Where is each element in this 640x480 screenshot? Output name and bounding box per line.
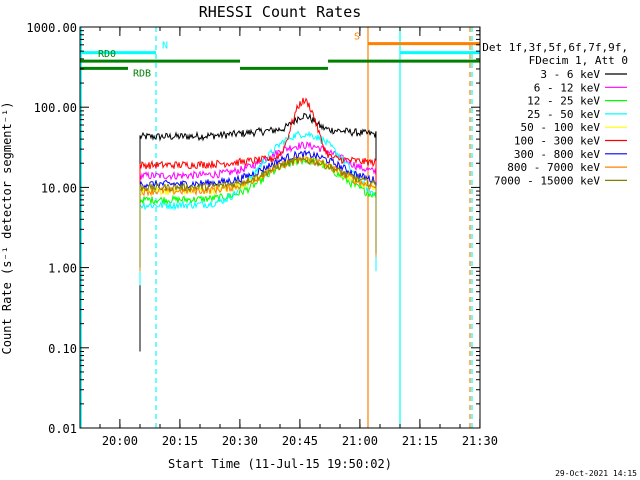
y-tick-label: 10.00 [41, 181, 77, 195]
chart-title: RHESSI Count Rates [199, 3, 362, 21]
legend-label: 50 - 100 keV [521, 121, 601, 134]
legend-header-line-1: Det 1f,3f,5f,6f,7f,9f, [482, 41, 628, 54]
y-tick-label: 1000.00 [26, 21, 77, 35]
x-tick-label: 21:00 [342, 434, 378, 448]
x-tick-label: 20:00 [102, 434, 138, 448]
series-line-3-6-kev [139, 112, 377, 352]
y-tick-label: 0.10 [48, 342, 77, 356]
x-axis-label: Start Time (11-Jul-15 19:50:02) [168, 457, 392, 471]
series-line-300-800-kev [139, 149, 377, 265]
x-tick-label: 20:30 [222, 434, 258, 448]
footer-date: 29-Oct-2021 14:15 [555, 469, 637, 478]
legend-label: 12 - 25 keV [527, 95, 600, 108]
plot-area: N S RD0 RDB [80, 27, 480, 428]
legend-label: 25 - 50 keV [527, 108, 600, 121]
y-tick-label: 100.00 [34, 101, 77, 115]
legend-label: 800 - 7000 keV [507, 161, 600, 174]
x-tick-label: 21:30 [462, 434, 498, 448]
x-tick-label: 20:45 [282, 434, 318, 448]
status-bar-label-n: N [162, 41, 168, 52]
legend-label: 7000 - 15000 keV [494, 174, 600, 187]
status-bar-label-rd0: RD0 [98, 49, 116, 60]
series-line-7000-15000-kev [139, 155, 377, 268]
series-line-100-300-kev [139, 97, 377, 246]
x-tick-label: 20:15 [162, 434, 198, 448]
y-tick-label: 1.00 [48, 262, 77, 276]
legend-label: 6 - 12 keV [534, 81, 601, 94]
series-line-25-50-kev [139, 130, 377, 286]
status-bar-label-rdb: RDB [133, 68, 151, 79]
legend-label: 300 - 800 keV [514, 148, 600, 161]
legend: Det 1f,3f,5f,6f,7f,9f, FDecim 1, Att 0 3… [482, 41, 628, 187]
series-line-800-7000-kev [139, 155, 377, 272]
x-tick-label: 21:15 [402, 434, 438, 448]
y-tick-label: 0.01 [48, 422, 77, 436]
axes: 0.01 0.10 1.00 10.00 100.00 1000.00 20:00 20:15… [26, 21, 498, 448]
status-bar-label-s: S [354, 32, 360, 43]
legend-header-line-2: FDecim 1, Att 0 [529, 54, 628, 67]
legend-label: 3 - 6 keV [540, 68, 600, 81]
y-axis-label: Count Rate (s⁻¹ detector segment⁻¹) [0, 102, 14, 355]
legend-label: 100 - 300 keV [514, 135, 600, 148]
